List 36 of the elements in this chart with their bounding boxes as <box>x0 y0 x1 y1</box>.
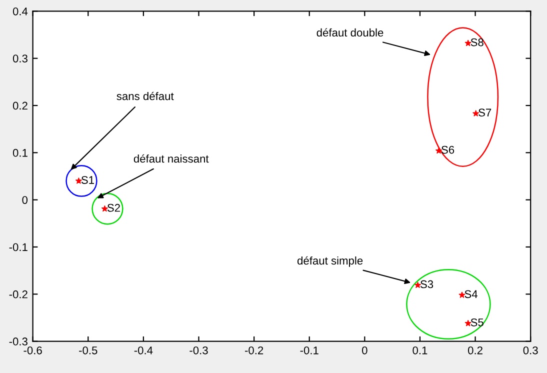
point <box>414 282 421 288</box>
data-label: S4 <box>464 290 478 298</box>
x-tick-label: -0.5 <box>79 346 98 354</box>
data-label: S7 <box>478 108 492 117</box>
point <box>76 178 82 184</box>
y-tick-label: -0.3 <box>9 338 28 346</box>
y-tick-label: 0.4 <box>12 7 28 16</box>
annotation: défaut double <box>316 28 384 37</box>
point <box>102 205 108 212</box>
x-tick-label: -0.2 <box>244 346 264 354</box>
x-tick-label: -0.6 <box>24 346 42 354</box>
data-label: S6 <box>441 146 454 154</box>
y-tick-label: 0.2 <box>12 102 28 110</box>
data-label: S8 <box>470 38 484 46</box>
x-tick-label: 0.1 <box>412 346 428 354</box>
data-label: S3 <box>420 280 434 288</box>
y-tick-label: 0 <box>22 196 28 204</box>
y-tick-label: -0.1 <box>9 243 28 252</box>
y-tick-label: 0.1 <box>12 148 28 157</box>
data-label: S1 <box>81 176 94 184</box>
annotation: défaut naissant <box>134 154 209 163</box>
y-tick-label: 0.3 <box>12 54 28 62</box>
y-tick-label: -0.2 <box>9 290 28 298</box>
x-tick-label: -0.3 <box>190 346 208 354</box>
x-tick-label: 0.2 <box>468 346 482 354</box>
x-tick-label: -0.4 <box>134 346 153 354</box>
point <box>464 40 472 46</box>
x-tick-label: 0 <box>362 346 368 354</box>
x-tick-label: 0.3 <box>523 346 538 354</box>
data-label: S5 <box>470 318 484 326</box>
annotation: sans défaut <box>116 92 174 100</box>
point <box>436 147 442 154</box>
annotation: défaut simple <box>297 256 363 267</box>
x-tick-label: -0.1 <box>300 346 318 354</box>
data-label: S2 <box>107 204 120 212</box>
point <box>464 320 472 326</box>
